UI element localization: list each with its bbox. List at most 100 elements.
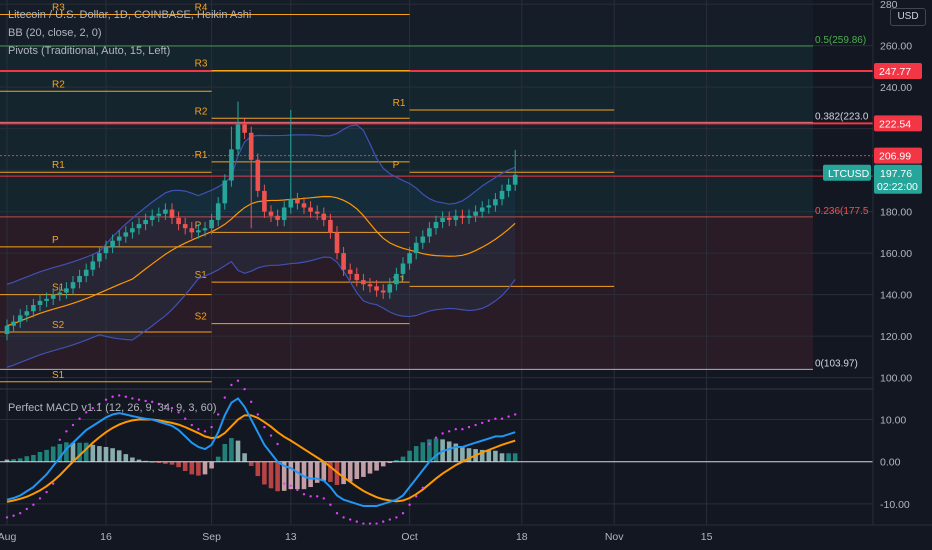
candle	[512, 149, 518, 191]
macd-histogram-bar	[341, 461, 346, 485]
macd-histogram-bar	[400, 456, 406, 462]
macd-histogram-bar	[255, 461, 261, 477]
bb-legend[interactable]: BB (20, close, 2, 0)	[8, 27, 102, 39]
macd-histogram-bar	[354, 461, 360, 480]
macd-histogram-bar	[493, 450, 498, 462]
price-tag-box	[874, 115, 922, 132]
candle-body	[37, 300, 43, 306]
macd-histogram-bar	[427, 439, 432, 462]
pivot-label: P	[393, 160, 400, 171]
macd-dot	[428, 442, 431, 446]
macd-histogram-bar	[136, 459, 142, 462]
macd-pane[interactable]	[0, 379, 873, 525]
macd-dot	[296, 488, 299, 492]
candle	[440, 211, 445, 229]
candle	[400, 257, 406, 281]
candle-body	[31, 305, 36, 312]
macd-dot	[58, 438, 61, 441]
pivots-legend[interactable]: Pivots (Traditional, Auto, 15, Left)	[8, 45, 171, 57]
macd-histogram-bar	[189, 461, 195, 475]
candle-body	[288, 199, 294, 208]
macd-histogram-bar	[24, 456, 30, 462]
candle-body	[70, 282, 76, 289]
candle	[149, 209, 155, 227]
macd-dot	[481, 421, 484, 425]
macd-histogram-bar	[295, 461, 300, 490]
currency-badge[interactable]: USD	[890, 8, 926, 26]
macd-dot	[494, 417, 497, 420]
pivot-label: R1	[393, 98, 406, 109]
macd-dot	[5, 516, 9, 519]
candle	[460, 209, 465, 225]
macd-dot	[322, 497, 325, 500]
candle	[367, 278, 373, 293]
symbol-tag-label: LTCUSD	[828, 168, 870, 180]
candle	[301, 197, 307, 214]
price-tag-label: 222.54	[879, 118, 911, 130]
signal-line	[6, 414, 516, 503]
macd-histogram-bar	[479, 449, 485, 462]
candle-body	[196, 230, 201, 233]
macd-dot	[401, 511, 405, 515]
macd-histogram-bar	[308, 461, 313, 488]
macd-histogram-bar	[77, 442, 82, 462]
macd-histogram-bar	[209, 461, 214, 469]
macd-dot	[131, 397, 134, 400]
candle-body	[255, 159, 261, 191]
macd-dot	[507, 415, 510, 418]
candle-body	[156, 213, 162, 216]
macd-dot	[289, 484, 292, 487]
time-tick-label: 15	[701, 531, 713, 543]
candle	[50, 288, 56, 306]
price-tick-label: 100.00	[880, 373, 912, 385]
candle-body	[440, 217, 445, 223]
candle	[123, 226, 129, 243]
macd-dot	[236, 379, 240, 382]
candle	[77, 269, 82, 289]
macd-dot	[441, 432, 444, 435]
bb-fill	[7, 124, 516, 368]
candle	[407, 246, 412, 270]
candle-body	[229, 149, 234, 181]
last-price-box	[874, 164, 922, 194]
candle	[308, 201, 313, 218]
macd-histogram-bar	[116, 450, 122, 462]
macd-dot	[45, 490, 48, 494]
macd-histogram-bar	[321, 461, 327, 481]
candle-body	[301, 203, 307, 208]
fib-label: 0(103.97)	[815, 358, 858, 369]
macd-histogram-bar	[380, 461, 386, 467]
macd-dot	[448, 430, 451, 433]
macd-dot	[25, 507, 28, 511]
macd-dot	[250, 400, 253, 404]
candle	[103, 240, 109, 260]
macd-histogram-bar	[486, 450, 492, 462]
candle-body	[499, 190, 505, 200]
macd-histogram-bar	[57, 444, 63, 462]
macd-histogram-bar	[196, 461, 201, 476]
price-tag: 222.54	[874, 115, 922, 132]
macd-dot	[71, 423, 75, 427]
symbol-legend[interactable]: Litecoin / U.S. Dollar, 1D, COINBASE, He…	[8, 9, 252, 21]
macd-histogram-bar	[130, 457, 135, 462]
macd-dot	[500, 417, 504, 420]
macd-dot	[151, 400, 154, 404]
candle	[169, 203, 175, 225]
candle-body	[374, 286, 379, 291]
candle-body	[123, 232, 129, 237]
macd-histogram-bar	[446, 441, 452, 462]
macd-dot	[329, 503, 332, 506]
candle-body	[4, 325, 10, 335]
price-pane[interactable]: 0.5(259.86) 0.382(223.0 0.236(177.5 0(103.9…	[0, 0, 932, 525]
time-tick-label: Aug	[0, 531, 16, 543]
macd-histogram-bar	[466, 448, 472, 462]
bb-upper	[6, 124, 516, 285]
macd-histogram-bar	[420, 442, 426, 462]
macd-dot	[78, 417, 81, 420]
candle-body	[479, 207, 485, 212]
macd-histogram-bar	[37, 452, 43, 462]
macd-histogram-bar	[413, 446, 419, 462]
pivot-label: R1	[195, 150, 208, 161]
macd-legend[interactable]: Perfect MACD v1.1 (12, 26, 9, 34, 9, 3, …	[8, 402, 217, 414]
